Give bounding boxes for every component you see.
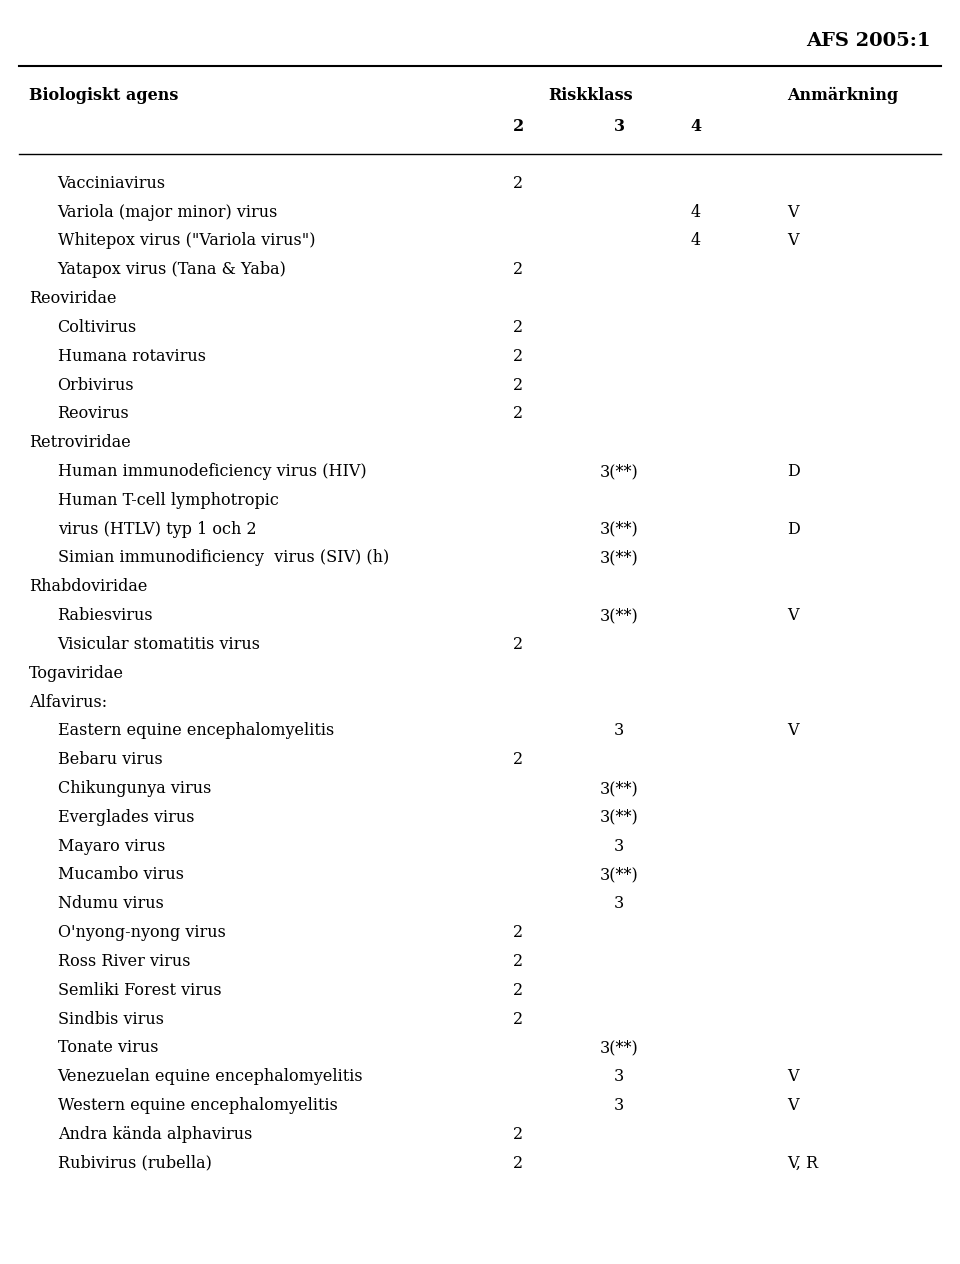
Text: 2: 2	[514, 174, 523, 192]
Text: 3(**): 3(**)	[600, 550, 638, 566]
Text: Yatapox virus (Tana & Yaba): Yatapox virus (Tana & Yaba)	[58, 262, 286, 278]
Text: 4: 4	[691, 233, 701, 249]
Text: V: V	[787, 1097, 799, 1114]
Text: 3: 3	[614, 895, 624, 913]
Text: Orbivirus: Orbivirus	[58, 377, 134, 393]
Text: V: V	[787, 204, 799, 221]
Text: V: V	[787, 1068, 799, 1086]
Text: Eastern equine encephalomyelitis: Eastern equine encephalomyelitis	[58, 722, 334, 739]
Text: Human T-cell lymphotropic: Human T-cell lymphotropic	[58, 492, 278, 509]
Text: Venezuelan equine encephalomyelitis: Venezuelan equine encephalomyelitis	[58, 1068, 363, 1086]
Text: Ndumu virus: Ndumu virus	[58, 895, 163, 913]
Text: Togaviridae: Togaviridae	[29, 665, 124, 681]
Text: Western equine encephalomyelitis: Western equine encephalomyelitis	[58, 1097, 338, 1114]
Text: Variola (major minor) virus: Variola (major minor) virus	[58, 204, 278, 221]
Text: Rabiesvirus: Rabiesvirus	[58, 607, 154, 624]
Text: 2: 2	[514, 377, 523, 393]
Text: Sindbis virus: Sindbis virus	[58, 1010, 163, 1028]
Text: V: V	[787, 722, 799, 739]
Text: Simian immunodificiency  virus (SIV) (h): Simian immunodificiency virus (SIV) (h)	[58, 550, 389, 566]
Text: 3(**): 3(**)	[600, 809, 638, 825]
Text: Chikungunya virus: Chikungunya virus	[58, 780, 211, 798]
Text: Rhabdoviridae: Rhabdoviridae	[29, 578, 147, 595]
Text: Whitepox virus ("Variola virus"): Whitepox virus ("Variola virus")	[58, 233, 315, 249]
Text: Everglades virus: Everglades virus	[58, 809, 194, 825]
Text: D: D	[787, 463, 800, 480]
Text: 2: 2	[514, 319, 523, 336]
Text: 2: 2	[514, 924, 523, 942]
Text: Bebaru virus: Bebaru virus	[58, 751, 162, 769]
Text: Andra kända alphavirus: Andra kända alphavirus	[58, 1126, 252, 1143]
Text: virus (HTLV) typ 1 och 2: virus (HTLV) typ 1 och 2	[58, 521, 256, 537]
Text: Riskklass: Riskklass	[548, 87, 633, 104]
Text: AFS 2005:1: AFS 2005:1	[806, 32, 931, 49]
Text: Rubivirus (rubella): Rubivirus (rubella)	[58, 1154, 211, 1172]
Text: 3: 3	[614, 1068, 624, 1086]
Text: 3: 3	[614, 838, 624, 854]
Text: 3(**): 3(**)	[600, 463, 638, 480]
Text: Retroviridae: Retroviridae	[29, 434, 131, 451]
Text: 3: 3	[614, 722, 624, 739]
Text: D: D	[787, 521, 800, 537]
Text: 2: 2	[514, 1010, 523, 1028]
Text: 2: 2	[514, 406, 523, 422]
Text: V, R: V, R	[787, 1154, 818, 1172]
Text: 2: 2	[514, 348, 523, 365]
Text: 3(**): 3(**)	[600, 866, 638, 884]
Text: 2: 2	[514, 636, 523, 653]
Text: Coltivirus: Coltivirus	[58, 319, 137, 336]
Text: 3(**): 3(**)	[600, 521, 638, 537]
Text: V: V	[787, 233, 799, 249]
Text: 2: 2	[514, 982, 523, 999]
Text: Biologiskt agens: Biologiskt agens	[29, 87, 179, 104]
Text: 2: 2	[514, 751, 523, 769]
Text: Human immunodeficiency virus (HIV): Human immunodeficiency virus (HIV)	[58, 463, 366, 480]
Text: Mayaro virus: Mayaro virus	[58, 838, 165, 854]
Text: Visicular stomatitis virus: Visicular stomatitis virus	[58, 636, 260, 653]
Text: Tonate virus: Tonate virus	[58, 1039, 158, 1057]
Text: Anmärkning: Anmärkning	[787, 86, 899, 104]
Text: 2: 2	[513, 119, 524, 135]
Text: Humana rotavirus: Humana rotavirus	[58, 348, 205, 365]
Text: 2: 2	[514, 1154, 523, 1172]
Text: 4: 4	[691, 204, 701, 221]
Text: 2: 2	[514, 1126, 523, 1143]
Text: Reovirus: Reovirus	[58, 406, 130, 422]
Text: Reoviridae: Reoviridae	[29, 289, 116, 307]
Text: Mucambo virus: Mucambo virus	[58, 866, 183, 884]
Text: Ross River virus: Ross River virus	[58, 953, 190, 969]
Text: 2: 2	[514, 953, 523, 969]
Text: 3: 3	[614, 1097, 624, 1114]
Text: 3(**): 3(**)	[600, 780, 638, 798]
Text: 3: 3	[613, 119, 625, 135]
Text: Semliki Forest virus: Semliki Forest virus	[58, 982, 221, 999]
Text: Vacciniavirus: Vacciniavirus	[58, 174, 166, 192]
Text: 3(**): 3(**)	[600, 1039, 638, 1057]
Text: 3(**): 3(**)	[600, 607, 638, 624]
Text: Alfavirus:: Alfavirus:	[29, 694, 107, 710]
Text: O'nyong-nyong virus: O'nyong-nyong virus	[58, 924, 226, 942]
Text: 4: 4	[690, 119, 702, 135]
Text: 2: 2	[514, 262, 523, 278]
Text: V: V	[787, 607, 799, 624]
